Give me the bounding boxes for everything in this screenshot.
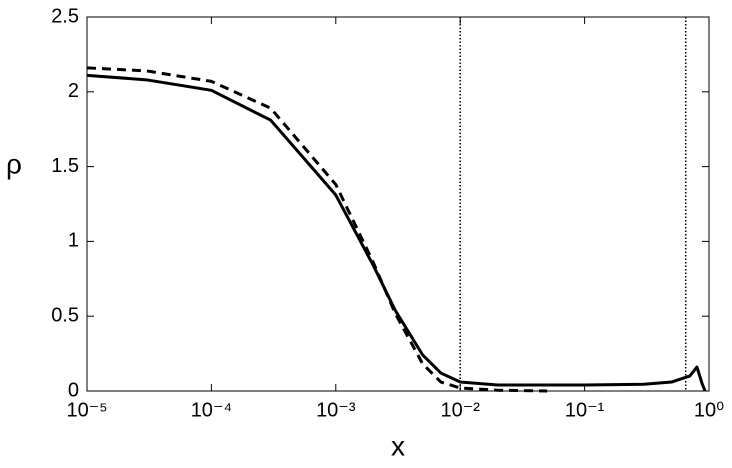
- y-tick-label: 2.5: [51, 5, 79, 27]
- y-tick-label: 2: [68, 80, 79, 102]
- line-series: [86, 66, 548, 393]
- x-tick-label: 10⁻⁵: [66, 399, 107, 421]
- line-series: [86, 73, 707, 392]
- x-tick-label: 10⁰: [694, 399, 724, 421]
- x-tick-label: 10⁻³: [316, 399, 356, 421]
- x-tick-label: 10⁻²: [440, 399, 480, 421]
- plot-frame: [86, 16, 710, 392]
- x-tick-label: 10⁻¹: [565, 399, 605, 421]
- x-tick-label: 10⁻⁴: [191, 399, 232, 421]
- y-tick-label: 0: [68, 379, 79, 401]
- x-axis-label: x: [391, 430, 405, 461]
- y-tick-label: 1: [68, 230, 79, 252]
- y-axis-label: ρ: [6, 148, 22, 179]
- y-tick-label: 0.5: [51, 304, 79, 326]
- y-tick-label: 1.5: [51, 155, 79, 177]
